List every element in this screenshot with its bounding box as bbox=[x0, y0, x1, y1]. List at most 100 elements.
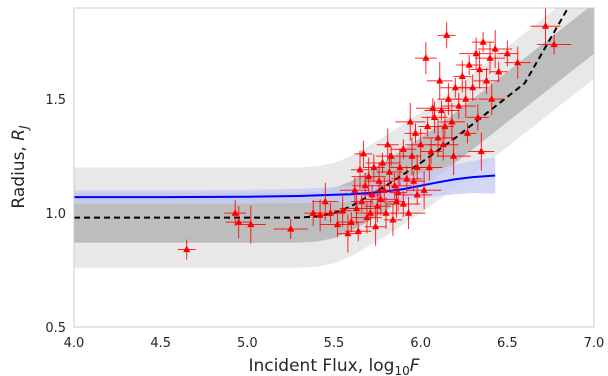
data-point-40 bbox=[418, 116, 437, 137]
point-marker-37 bbox=[413, 163, 421, 171]
point-marker-16 bbox=[358, 197, 366, 205]
data-point-64 bbox=[537, 34, 572, 55]
data-point-68 bbox=[402, 184, 433, 205]
point-marker-56 bbox=[479, 38, 487, 45]
data-point-45 bbox=[435, 113, 454, 140]
point-marker-13 bbox=[351, 186, 359, 193]
point-marker-10 bbox=[339, 206, 347, 214]
data-point-36 bbox=[404, 123, 427, 144]
y-axis-label-main: Radius, bbox=[9, 141, 29, 209]
data-point-65 bbox=[437, 22, 456, 49]
point-marker-65 bbox=[443, 31, 451, 38]
point-marker-58 bbox=[486, 54, 494, 61]
point-marker-38 bbox=[417, 140, 425, 148]
point-marker-85 bbox=[359, 149, 368, 157]
point-marker-77 bbox=[425, 163, 433, 171]
point-marker-33 bbox=[403, 174, 411, 182]
data-point-4 bbox=[273, 219, 308, 240]
data-point-71 bbox=[364, 207, 387, 246]
data-point-74 bbox=[363, 183, 398, 216]
data-points bbox=[177, 8, 572, 260]
x-tick-label-6: 7.0 bbox=[584, 336, 605, 351]
data-point-80 bbox=[458, 123, 477, 144]
point-marker-51 bbox=[462, 95, 470, 102]
point-marker-17 bbox=[361, 181, 369, 189]
point-marker-28 bbox=[387, 152, 395, 159]
point-marker-25 bbox=[380, 186, 388, 193]
point-marker-15 bbox=[356, 165, 364, 173]
point-marker-20 bbox=[368, 190, 376, 198]
point-marker-71 bbox=[372, 222, 380, 230]
point-marker-79 bbox=[450, 152, 458, 159]
point-marker-3 bbox=[247, 220, 255, 228]
data-point-15 bbox=[351, 150, 369, 189]
point-marker-4 bbox=[287, 225, 295, 232]
point-marker-23 bbox=[375, 177, 383, 184]
data-point-75 bbox=[389, 173, 408, 212]
point-marker-57 bbox=[482, 76, 491, 84]
data-point-7 bbox=[312, 182, 339, 221]
point-marker-48 bbox=[451, 83, 459, 91]
point-marker-2 bbox=[235, 218, 243, 225]
data-point-82 bbox=[478, 83, 505, 116]
data-point-42 bbox=[421, 101, 448, 134]
point-marker-14 bbox=[352, 204, 361, 212]
point-marker-63 bbox=[541, 22, 550, 29]
point-marker-62 bbox=[514, 58, 522, 66]
data-point-87 bbox=[426, 61, 453, 100]
point-marker-44 bbox=[437, 106, 446, 114]
y-tick-label-0: 0.5 bbox=[45, 321, 66, 336]
data-point-43 bbox=[423, 118, 453, 157]
point-marker-87 bbox=[436, 76, 444, 84]
data-point-53 bbox=[457, 74, 488, 101]
point-marker-66 bbox=[422, 54, 430, 61]
data-point-50 bbox=[453, 60, 472, 93]
y-axis-label: Radius, RJ bbox=[9, 125, 31, 209]
x-axis-label-var: F bbox=[410, 356, 420, 376]
data-point-10 bbox=[333, 194, 352, 227]
y-tick-label-1: 1.0 bbox=[45, 207, 66, 222]
point-marker-46 bbox=[444, 95, 452, 102]
point-marker-81 bbox=[474, 113, 482, 120]
point-marker-43 bbox=[434, 133, 442, 141]
data-point-54 bbox=[459, 37, 494, 70]
data-point-72 bbox=[345, 221, 372, 242]
x-tick-label-3: 5.5 bbox=[324, 336, 345, 351]
point-marker-68 bbox=[413, 190, 421, 198]
point-marker-64 bbox=[550, 40, 558, 48]
data-point-20 bbox=[363, 184, 382, 205]
data-point-77 bbox=[416, 154, 443, 181]
point-marker-67 bbox=[477, 147, 485, 155]
point-marker-52 bbox=[465, 61, 473, 68]
point-marker-80 bbox=[463, 129, 472, 136]
point-marker-69 bbox=[399, 200, 407, 207]
data-point-14 bbox=[339, 192, 374, 225]
point-marker-40 bbox=[424, 122, 432, 130]
point-marker-21 bbox=[370, 163, 378, 171]
data-point-85 bbox=[354, 140, 373, 167]
point-marker-82 bbox=[488, 95, 496, 102]
point-marker-24 bbox=[378, 158, 387, 166]
data-point-83 bbox=[395, 102, 426, 141]
point-marker-8 bbox=[326, 209, 335, 216]
point-marker-27 bbox=[385, 168, 394, 175]
data-point-86 bbox=[376, 128, 399, 161]
point-marker-36 bbox=[411, 129, 420, 136]
x-tick-label-4: 6.0 bbox=[410, 336, 431, 351]
data-point-34 bbox=[391, 197, 426, 230]
point-marker-50 bbox=[458, 72, 466, 79]
data-point-2 bbox=[225, 206, 252, 239]
point-marker-49 bbox=[455, 102, 463, 109]
point-marker-12 bbox=[347, 218, 355, 225]
data-point-59 bbox=[478, 30, 513, 69]
point-marker-34 bbox=[404, 209, 413, 216]
point-marker-78 bbox=[439, 140, 447, 148]
x-axis-label-sub: 10 bbox=[394, 364, 409, 376]
point-marker-1 bbox=[231, 209, 239, 216]
data-point-57 bbox=[473, 67, 500, 94]
point-marker-11 bbox=[344, 229, 352, 237]
data-point-76 bbox=[402, 171, 425, 192]
y-tick-label-2: 1.5 bbox=[45, 93, 66, 108]
point-marker-73 bbox=[366, 209, 374, 216]
